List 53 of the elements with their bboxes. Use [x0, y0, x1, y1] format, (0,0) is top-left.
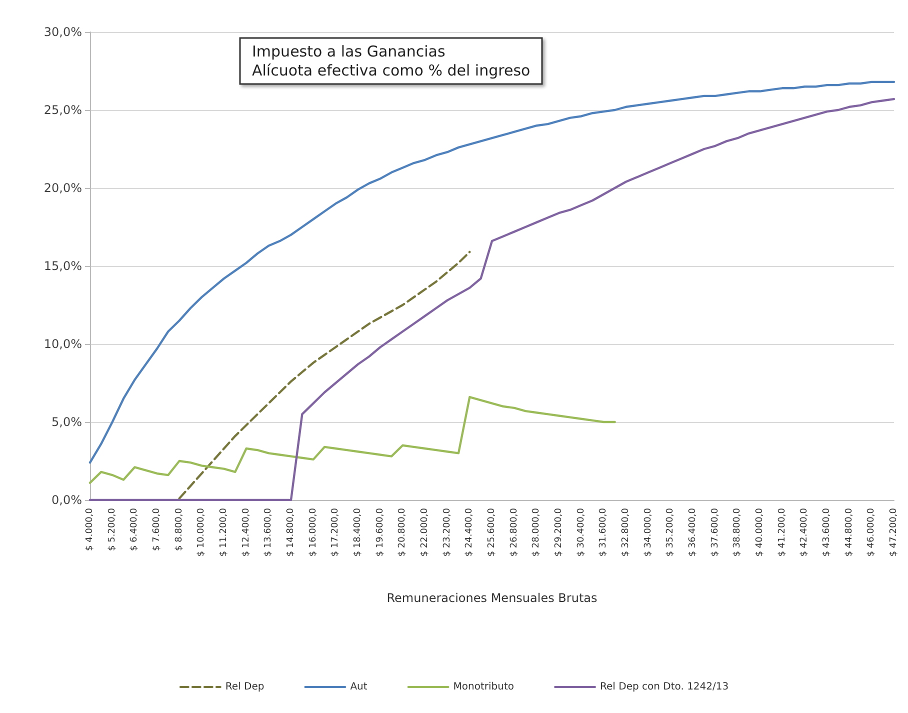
text: Impuesto a las Ganancias	[252, 42, 446, 60]
x-tick-label: $ 18.400,0	[353, 508, 363, 557]
x-tick-label: $ 31.600,0	[598, 508, 609, 557]
line-series	[88, 396, 616, 484]
x-tick-label: $ 42.400,0	[800, 508, 810, 557]
x-tick-label: $ 38.800,0	[732, 508, 743, 557]
x-tick-label: $ 10.000,0	[196, 508, 207, 557]
x-tick-label: $ 7.600,0	[152, 508, 162, 551]
y-tick-label: 20,0%	[44, 181, 82, 195]
x-tick-label: $ 19.600,0	[375, 508, 386, 557]
x-tick-label: $ 24.400,0	[464, 508, 475, 557]
x-tick-label: $ 4.000,0	[85, 508, 95, 551]
x-tick-label: $ 35.200,0	[666, 508, 676, 557]
legend-label: Aut	[350, 682, 368, 692]
x-tick-label: $ 13.600,0	[264, 508, 274, 557]
x-tick-label: $ 40.000,0	[755, 508, 765, 557]
x-axis-title: Remuneraciones Mensuales Brutas	[386, 591, 598, 605]
x-tick-label: $ 20.800,0	[398, 508, 408, 557]
x-tick-label: $ 14.800,0	[286, 508, 296, 557]
legend-label: Monotributo	[453, 682, 514, 692]
legend-label: Rel Dep	[225, 682, 264, 692]
x-tick-label: $ 32.800,0	[621, 508, 631, 557]
x-tick-label: $ 16.000,0	[308, 508, 318, 557]
x-tick-label: $ 30.400,0	[576, 508, 586, 557]
x-tick-label: $ 25.600,0	[487, 508, 497, 557]
line-series	[178, 250, 471, 500]
x-tick-label: $ 22.000,0	[420, 508, 430, 557]
legend-label: Rel Dep con Dto. 1242/13	[600, 682, 729, 692]
x-tick-label: $ 11.200,0	[219, 508, 229, 557]
y-tick-label: 15,0%	[44, 259, 82, 273]
x-tick-label: $ 17.200,0	[330, 508, 341, 557]
x-tick-label: $ 26.800,0	[509, 508, 520, 557]
x-tick-label: $ 43.600,0	[822, 508, 832, 557]
y-tick-label: 5,0%	[52, 415, 82, 429]
x-tick-label: $ 47.200,0	[889, 508, 899, 557]
x-tick-label: $ 46.000,0	[866, 508, 877, 557]
y-tick-label: 25,0%	[44, 103, 82, 117]
x-tick-label: $ 28.000,0	[532, 508, 542, 557]
x-tick-label: $ 36.400,0	[688, 508, 698, 557]
y-tick-label: 0,0%	[52, 493, 82, 507]
x-tick-label: $ 23.200,0	[442, 508, 452, 557]
text: Alícuota efectiva como % del ingreso	[252, 62, 530, 80]
x-tick-label: $ 34.000,0	[643, 508, 654, 557]
x-tick-label: $ 29.200,0	[554, 508, 564, 557]
x-tick-label: $ 5.200,0	[107, 508, 118, 551]
x-tick-label: $ 37.600,0	[710, 508, 720, 557]
x-tick-label: $ 6.400,0	[130, 508, 140, 551]
y-tick-label: 10,0%	[44, 337, 82, 351]
x-tick-label: $ 8.800,0	[174, 508, 184, 551]
x-tick-label: $ 12.400,0	[241, 508, 252, 557]
x-tick-label: $ 41.200,0	[777, 508, 788, 557]
y-tick-label: 30,0%	[44, 25, 82, 39]
x-tick-label: $ 44.800,0	[844, 508, 854, 557]
